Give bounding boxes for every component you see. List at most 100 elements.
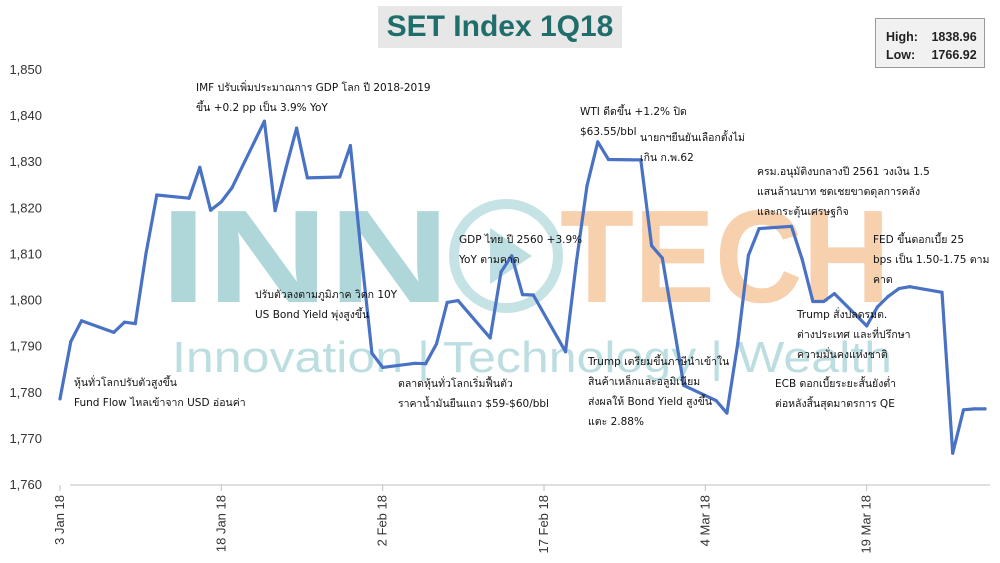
annotation-line: GDP ไทย ปี 2560 +3.9%: [459, 234, 583, 246]
y-tick-label: 1,760: [9, 477, 42, 492]
data-point: [757, 227, 761, 231]
annotation-line: ต่อหลังสิ้นสุดมาตรการ QE: [775, 398, 895, 410]
data-point: [381, 365, 385, 369]
data-point: [596, 140, 600, 144]
annotation-line: เกิน ก.พ.62: [640, 152, 694, 164]
annotation-line: ต่างประเทศ และที่ปรึกษา: [797, 329, 911, 341]
data-point: [69, 340, 73, 344]
high-label: High:: [886, 30, 918, 44]
annotation-line: ส่งผลให้ Bond Yield สูงขึ้น: [588, 396, 713, 408]
annotation-fed: FED ขึ้นดอกเบี้ย 25 bps เป็น 1.50-1.75 ต…: [873, 230, 989, 290]
data-point: [445, 300, 449, 304]
annotation-line: bps เป็น 1.50-1.75 ตาม: [873, 254, 990, 266]
data-point: [273, 209, 277, 213]
data-point: [789, 224, 794, 228]
data-point: [456, 299, 460, 303]
data-point: [746, 253, 751, 257]
x-tick-label: 17 Feb 18: [536, 495, 551, 554]
data-point: [112, 330, 116, 334]
annotation-line: และกระตุ้นเศรษฐกิจ: [757, 206, 849, 218]
annotation-line: Trump เตรียมขึ้นภาษีนำเข้าใน: [588, 356, 730, 368]
chart-title-box: SET Index 1Q18: [378, 6, 622, 48]
data-point: [209, 208, 213, 212]
data-point: [284, 166, 288, 170]
data-point: [832, 292, 837, 296]
data-point: [122, 320, 127, 324]
data-point: [800, 257, 804, 262]
data-point: [650, 244, 654, 248]
annotation-trump-fire: Trump สั่งปลดรมต. ต่างประเทศ และที่ปรึกษ…: [797, 305, 911, 365]
data-point: [370, 351, 374, 355]
chart-axes: 1,760 1,770 1,780 1,790 1,800 1,810 1,820 1,830…: [9, 62, 990, 554]
annotation-line: YoY ตามคาด: [459, 254, 520, 266]
data-point: [940, 290, 944, 294]
annotation-line: ครม.อนุมัติงบกลางปี 2561 วงเงิน 1.5: [757, 166, 930, 178]
data-point: [822, 299, 826, 304]
series-line-set-index: [58, 119, 987, 455]
data-point: [875, 305, 880, 309]
annotation-line: ราคาน้ำมันยืนแถว $59-$60/bbl: [398, 398, 549, 410]
data-point: [725, 411, 729, 415]
x-tick-label: 19 Mar 18: [859, 495, 874, 554]
chart-title: SET Index 1Q18: [386, 10, 614, 43]
y-tick-label: 1,810: [9, 246, 42, 261]
data-point: [133, 322, 137, 326]
y-tick-label: 1,820: [9, 200, 42, 215]
data-point: [219, 200, 223, 204]
annotation-line: WTI ดีดขึ้น +1.2% ปิด: [580, 106, 687, 118]
annotation-budget: ครม.อนุมัติงบกลางปี 2561 วงเงิน 1.5 แสนล…: [757, 162, 930, 222]
annotation-wti: WTI ดีดขึ้น +1.2% ปิด $63.55/bbl: [580, 102, 687, 142]
data-point: [811, 299, 815, 304]
low-row: Low: 1766.92: [886, 46, 984, 64]
data-point: [983, 407, 987, 411]
y-tick-label: 1,850: [9, 62, 42, 77]
data-point: [510, 254, 514, 258]
data-point: [230, 186, 234, 190]
data-point: [606, 157, 611, 162]
data-point: [295, 126, 299, 130]
data-point: [714, 399, 718, 403]
low-value: 1766.92: [931, 48, 977, 62]
annotation-line: นายกฯยืนยันเลือกตั้งไม่: [640, 132, 745, 144]
x-tick-label: 2 Feb 18: [375, 495, 390, 546]
low-label: Low:: [886, 48, 916, 62]
annotation-global-rebound: ตลาดหุ้นทั่วโลกเริ่มฟื้นตัว ราคาน้ำมันยื…: [398, 374, 549, 414]
data-point: [531, 293, 535, 297]
plot-area: [58, 119, 987, 455]
y-tick-label: 1,770: [9, 431, 42, 446]
x-tick-label: 3 Jan 18: [52, 495, 67, 545]
y-tick-label: 1,780: [9, 385, 42, 400]
data-point: [886, 294, 890, 298]
data-point: [155, 193, 159, 197]
data-point: [951, 451, 955, 455]
high-row: High: 1838.96: [886, 28, 984, 46]
watermark-play-circle: [449, 199, 563, 313]
annotation-line: US Bond Yield พุ่งสูงขึ้น: [255, 309, 370, 321]
annotation-fund-flow: หุ้นทั่วโลกปรับตัวสูงขึ้น Fund Flow ไหลเ…: [74, 373, 246, 413]
data-point: [305, 176, 309, 180]
annotation-gdp-thai: GDP ไทย ปี 2560 +3.9% YoY ตามคาด: [459, 230, 582, 270]
x-tick-label: 4 Mar 18: [697, 495, 712, 546]
data-point: [198, 165, 202, 169]
data-point: [574, 261, 578, 265]
data-point: [520, 293, 525, 297]
watermark-word-right: TECH: [560, 183, 890, 330]
watermark-tagline: Innovation | Technology | Wealth: [172, 333, 892, 382]
data-point: [865, 324, 869, 328]
data-point: [348, 144, 352, 148]
high-low-box: High: 1838.96 Low: 1766.92: [875, 18, 985, 68]
data-point: [972, 407, 976, 411]
annotation-pm: นายกฯยืนยันเลือกตั้งไม่ เกิน ก.พ.62: [640, 128, 745, 168]
data-point: [585, 184, 589, 188]
data-point: [499, 270, 503, 274]
annotation-line: IMF ปรับเพิ่มประมาณการ GDP โลก ปี 2018-2…: [196, 82, 431, 94]
annotation-line: ECB ดอกเบี้ยระยะสั้นยังต่ำ: [775, 378, 897, 390]
annotation-line: ปรับตัวลงตามภูมิภาค วิตก 10Y: [255, 289, 398, 301]
data-point: [488, 336, 492, 340]
annotation-line: คาด: [873, 274, 893, 286]
annotation-trump-tariff: Trump เตรียมขึ้นภาษีนำเข้าใน สินค้าเหล็ก…: [588, 352, 729, 432]
annotation-line: แตะ 2.88%: [588, 416, 644, 428]
annotation-line: หุ้นทั่วโลกปรับตัวสูงขึ้น: [74, 377, 177, 389]
data-point: [660, 256, 664, 260]
